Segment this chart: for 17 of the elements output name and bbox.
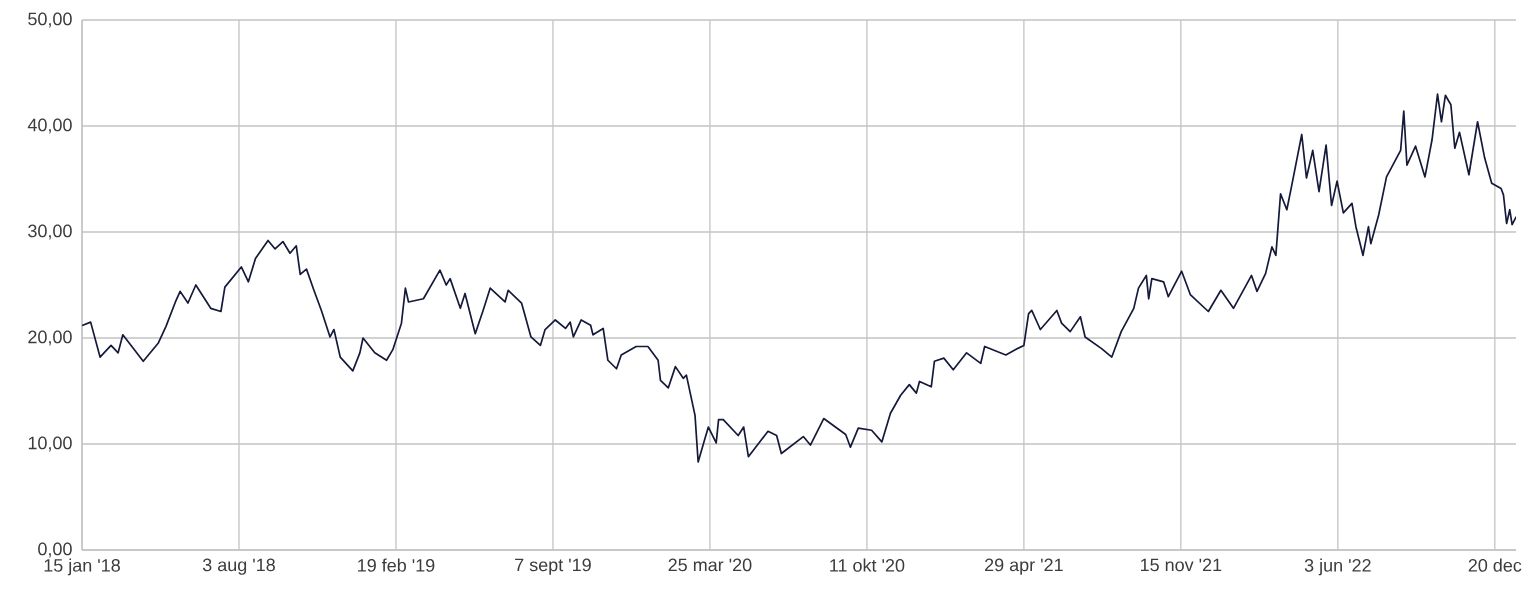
y-tick-label: 40,00 (27, 118, 72, 134)
y-tick-label: 10,00 (28, 436, 72, 452)
x-tick-label: 15 jan '18 (44, 558, 120, 576)
y-tick-label: 0,00 (38, 542, 72, 558)
x-tick-label: 25 mar '20 (668, 558, 752, 572)
x-tick-label: 20 dec (1468, 558, 1522, 572)
x-tick-label: 19 feb '19 (358, 558, 435, 572)
line-series (82, 93, 1517, 463)
y-tick-label: 20,00 (28, 330, 72, 346)
x-tick-label: 15 nov '21 (1140, 558, 1222, 572)
x-tick-label: 7 sept '19 (515, 558, 591, 575)
y-tick-label: 50,00 (28, 12, 72, 28)
x-tick-label: 3 aug '18 (202, 558, 275, 575)
y-tick-label: 30,00 (28, 224, 72, 240)
x-tick-label: 3 jun '22 (1304, 558, 1371, 576)
x-tick-label: 11 okt '20 (830, 558, 905, 572)
x-tick-label: 29 apr '21 (985, 558, 1063, 575)
